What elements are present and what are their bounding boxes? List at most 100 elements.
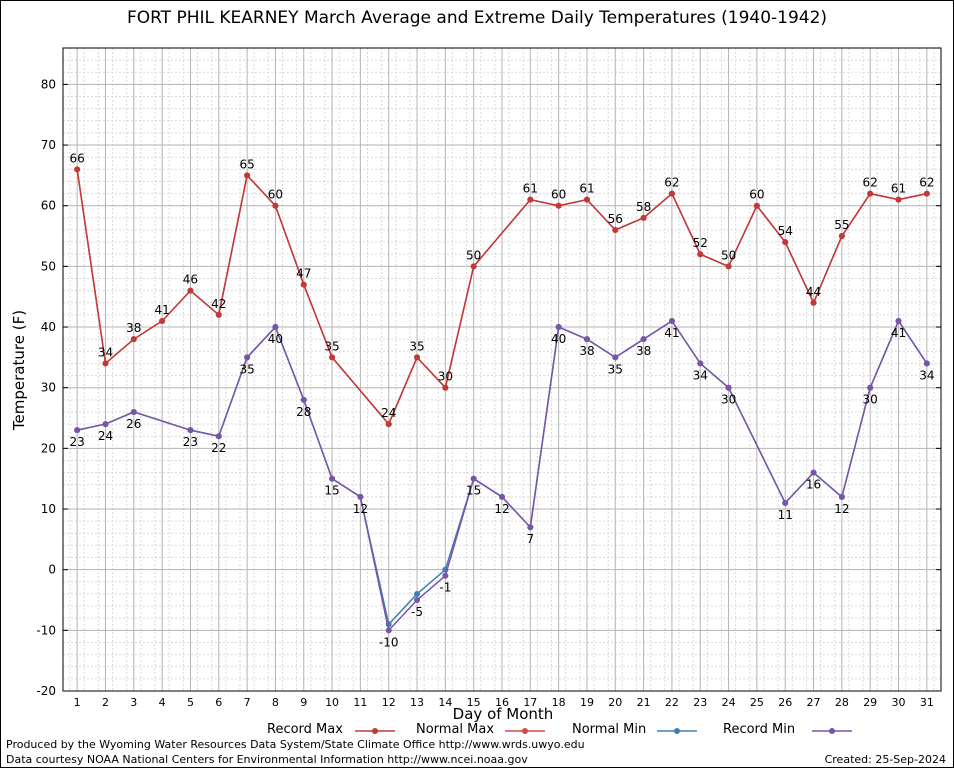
- x-tick-label: 22: [665, 696, 679, 709]
- y-tick-label: 70: [41, 138, 56, 152]
- data-point: [555, 202, 562, 209]
- x-tick-label: 24: [722, 696, 736, 709]
- created-date: Created: 25-Sep-2024: [824, 753, 946, 766]
- data-label: 60: [551, 188, 566, 202]
- data-label: 26: [126, 417, 141, 431]
- x-tick-label: 31: [920, 696, 934, 709]
- x-tick-label: 20: [608, 696, 622, 709]
- data-point: [527, 196, 534, 203]
- x-tick-label: 14: [438, 696, 452, 709]
- data-point: [159, 317, 166, 324]
- y-tick-label: 80: [41, 77, 56, 91]
- data-label: 24: [98, 429, 113, 443]
- y-tick-label: 60: [41, 199, 56, 213]
- data-label: 58: [636, 200, 651, 214]
- data-label: 30: [721, 393, 736, 407]
- data-label: 46: [183, 273, 198, 287]
- legend: [355, 728, 852, 734]
- x-tick-label: 10: [325, 696, 339, 709]
- legend-swatch-marker: [522, 728, 528, 734]
- data-point: [668, 190, 675, 197]
- y-tick-label: -10: [36, 623, 56, 637]
- legend-swatch-marker: [674, 728, 680, 734]
- data-label: 50: [721, 248, 736, 262]
- data-point: [583, 336, 590, 343]
- data-point: [470, 263, 477, 270]
- x-tick-label: 26: [778, 696, 792, 709]
- data-point: [923, 190, 930, 197]
- data-label: 50: [466, 248, 481, 262]
- data-label: 34: [919, 368, 934, 382]
- legend-normal-max-label: Normal Max: [416, 722, 495, 737]
- x-tick-label: 30: [892, 696, 906, 709]
- legend-swatch-marker: [372, 728, 378, 734]
- x-tick-label: 29: [863, 696, 877, 709]
- data-point: [272, 202, 279, 209]
- data-label: 23: [70, 435, 85, 449]
- data-point: [74, 427, 81, 434]
- data-point: [300, 396, 307, 403]
- x-tick-label: 18: [552, 696, 566, 709]
- data-label: 15: [324, 484, 339, 498]
- data-label: 38: [636, 344, 651, 358]
- data-label: 38: [579, 344, 594, 358]
- data-point: [357, 493, 364, 500]
- data-label: 54: [778, 224, 793, 238]
- x-tick-label: 7: [244, 696, 251, 709]
- data-label: 12: [494, 502, 509, 516]
- data-label: 40: [268, 332, 283, 346]
- data-point: [612, 354, 619, 361]
- x-tick-label: 9: [300, 696, 307, 709]
- data-label: 11: [778, 508, 793, 522]
- x-tick-label: 8: [272, 696, 279, 709]
- data-point: [329, 354, 336, 361]
- data-point: [102, 421, 109, 428]
- data-point: [215, 311, 222, 318]
- data-point: [640, 214, 647, 221]
- data-point: [442, 572, 449, 579]
- data-point: [414, 354, 421, 361]
- data-point: [697, 251, 704, 258]
- data-label: 35: [608, 362, 623, 376]
- data-label: 62: [863, 176, 878, 190]
- legend-normal-min-label: Normal Min: [572, 722, 647, 737]
- data-point: [300, 281, 307, 288]
- x-tick-label: 23: [693, 696, 707, 709]
- data-label: 56: [608, 212, 623, 226]
- data-point: [668, 317, 675, 324]
- data-point: [867, 190, 874, 197]
- x-tick-label: 11: [353, 696, 367, 709]
- data-point: [385, 627, 392, 634]
- data-label: 34: [693, 368, 708, 382]
- x-tick-label: 5: [187, 696, 194, 709]
- x-tick-label: 28: [835, 696, 849, 709]
- data-point: [725, 263, 732, 270]
- data-label: 61: [891, 182, 906, 196]
- data-point: [414, 597, 421, 604]
- data-label: 30: [863, 393, 878, 407]
- data-label: 30: [438, 370, 453, 384]
- series-record-max: 66 34 38 41 46 42 65 60 47 35 24 35 30 50 61 60 61 56 58 62…: [70, 151, 934, 428]
- data-label: 35: [324, 339, 339, 353]
- data-point: [782, 499, 789, 506]
- data-label: 42: [211, 297, 226, 311]
- data-label: 60: [268, 188, 283, 202]
- y-tick-label: 50: [41, 259, 56, 273]
- legend-record-min-label: Record Min: [723, 722, 796, 737]
- y-tick-label: 20: [41, 441, 56, 455]
- y-tick-label: 30: [41, 381, 56, 395]
- data-label: 62: [664, 176, 679, 190]
- data-label: 24: [381, 406, 396, 420]
- data-point: [725, 384, 732, 391]
- legend-swatch-marker: [829, 728, 835, 734]
- data-label: 66: [70, 151, 85, 165]
- y-tick-label: 40: [41, 320, 56, 334]
- data-label: 40: [551, 332, 566, 346]
- data-label: 61: [579, 182, 594, 196]
- x-tick-label: 17: [523, 696, 537, 709]
- data-point: [895, 317, 902, 324]
- data-point: [244, 354, 251, 361]
